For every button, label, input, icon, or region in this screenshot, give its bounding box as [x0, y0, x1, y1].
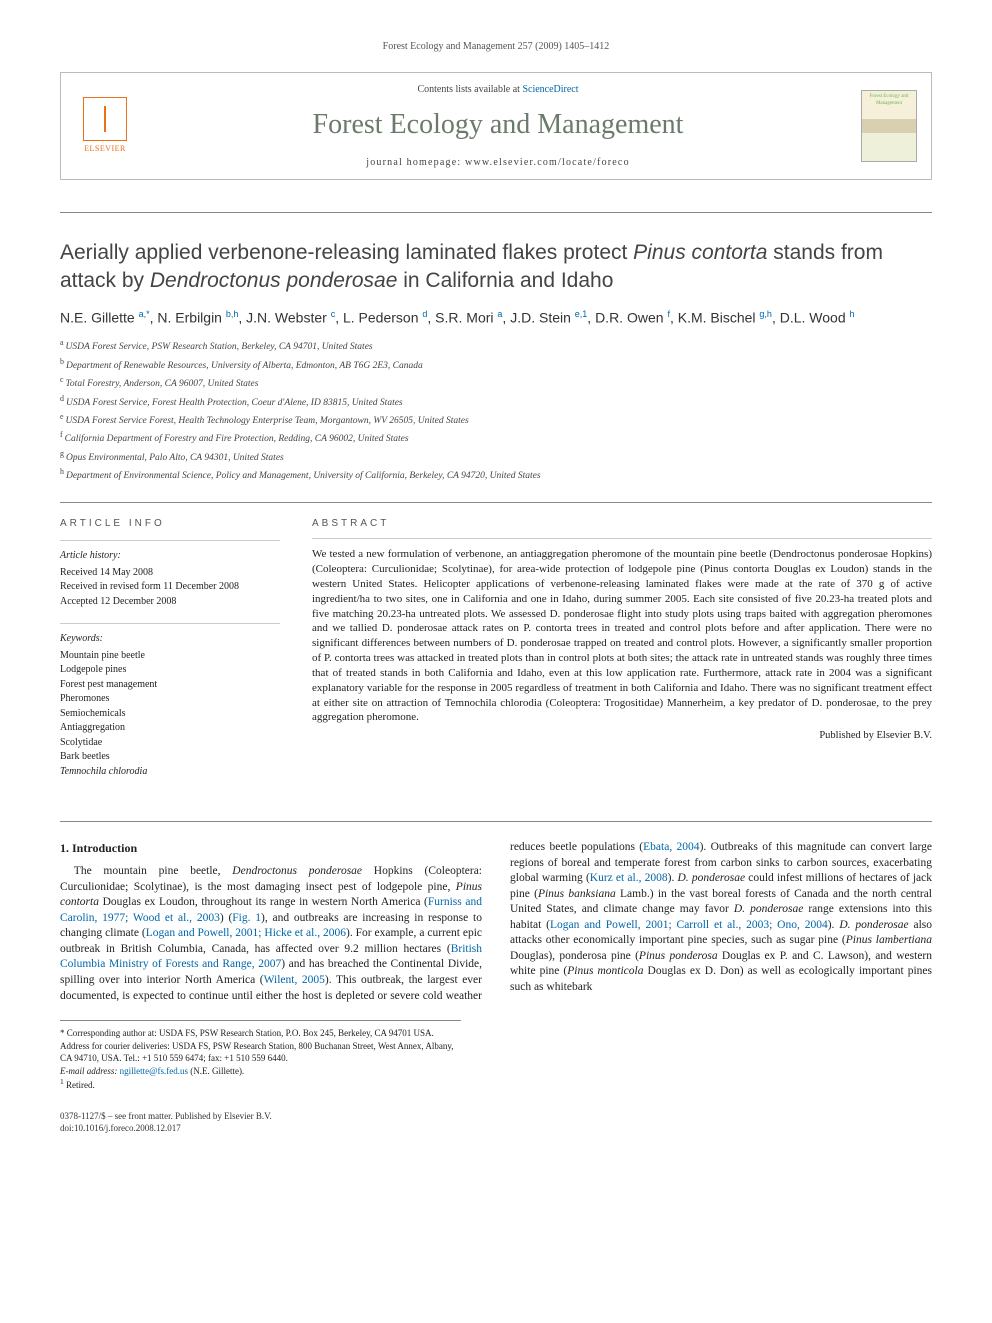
journal-homepage-line: journal homepage: www.elsevier.com/locat… [149, 156, 847, 170]
email-author: (N.E. Gillette). [188, 1066, 244, 1076]
abstract-heading: ABSTRACT [312, 517, 932, 531]
homepage-prefix: journal homepage: [366, 157, 465, 168]
article-history-title: Article history: [60, 549, 280, 564]
affiliation-line: gOpus Environmental, Palo Alto, CA 94301… [60, 448, 932, 465]
keyword-line: Lodgepole pines [60, 663, 280, 678]
title-rule-top [60, 212, 932, 213]
affiliation-line: aUSDA Forest Service, PSW Research Stati… [60, 337, 932, 354]
footnotes: * Corresponding author at: USDA FS, PSW … [60, 1020, 461, 1092]
published-by-line: Published by Elsevier B.V. [312, 729, 932, 743]
species-name: Dendroctonus ponderosae [232, 865, 362, 877]
journal-masthead: ELSEVIER Contents lists available at Sci… [60, 72, 932, 181]
elsevier-logo: ELSEVIER [75, 93, 135, 159]
species-name: D. ponderosae [839, 919, 908, 931]
species-name: Pinus monticola [567, 965, 643, 977]
species-name: D. ponderosae [677, 872, 745, 884]
issn-line: 0378-1127/$ – see front matter. Publishe… [60, 1110, 932, 1122]
homepage-url: www.elsevier.com/locate/foreco [465, 157, 630, 168]
keywords-title: Keywords: [60, 632, 280, 647]
elsevier-tree-icon [83, 97, 127, 141]
article-info: ARTICLE INFO Article history: Received 1… [60, 517, 280, 794]
intro-paragraph: The mountain pine beetle, Dendroctonus p… [60, 840, 932, 1004]
body-text: Douglas ex Loudon, throughout its range … [99, 896, 428, 908]
body-text: The mountain pine beetle, [74, 865, 233, 877]
article-history-block: Article history: Received 14 May 2008Rec… [60, 540, 280, 609]
keyword-line: Antiaggregation [60, 721, 280, 736]
body-text: ). [668, 872, 678, 884]
body-text: ) ( [220, 912, 232, 924]
keyword-line: Scolytidae [60, 736, 280, 751]
figure-link[interactable]: Fig. 1 [232, 912, 261, 924]
corr-label: * Corresponding author at: [60, 1028, 159, 1038]
corresponding-author-footnote: * Corresponding author at: USDA FS, PSW … [60, 1027, 461, 1065]
affiliation-line: eUSDA Forest Service Forest, Health Tech… [60, 411, 932, 428]
footer-meta: 0378-1127/$ – see front matter. Publishe… [60, 1110, 932, 1134]
contents-lists-prefix: Contents lists available at [417, 84, 522, 95]
keyword-line: Bark beetles [60, 750, 280, 765]
running-header: Forest Ecology and Management 257 (2009)… [60, 40, 932, 54]
retired-text: Retired. [64, 1080, 95, 1090]
species-name: Pinus lambertiana [846, 934, 932, 946]
email-footnote: E-mail address: ngillette@fs.fed.us (N.E… [60, 1065, 461, 1078]
info-abstract-row: ARTICLE INFO Article history: Received 1… [60, 502, 932, 794]
contents-lists-line: Contents lists available at ScienceDirec… [149, 83, 847, 97]
masthead-center: Contents lists available at ScienceDirec… [149, 83, 847, 170]
body-text: ). [828, 919, 840, 931]
retired-footnote: 1 Retired. [60, 1077, 461, 1092]
history-line: Accepted 12 December 2008 [60, 595, 280, 610]
keyword-line: Mountain pine beetle [60, 649, 280, 664]
title-species-2: Dendroctonus ponderosae [150, 269, 398, 292]
title-part-1: Aerially applied verbenone-releasing lam… [60, 241, 633, 264]
elsevier-logo-text: ELSEVIER [84, 144, 126, 155]
keyword-line: Forest pest management [60, 678, 280, 693]
citation-link[interactable]: Logan and Powell, 2001; Hicke et al., 20… [146, 927, 346, 939]
keyword-line: Pheromones [60, 692, 280, 707]
citation-link[interactable]: Kurz et al., 2008 [590, 872, 668, 884]
affiliation-line: fCalifornia Department of Forestry and F… [60, 429, 932, 446]
affiliation-line: hDepartment of Environmental Science, Po… [60, 466, 932, 483]
citation-link[interactable]: Wilent, 2005 [264, 974, 325, 986]
doi-line: doi:10.1016/j.foreco.2008.12.017 [60, 1122, 932, 1134]
affiliation-line: bDepartment of Renewable Resources, Univ… [60, 356, 932, 373]
article-title: Aerially applied verbenone-releasing lam… [60, 239, 932, 294]
history-line: Received 14 May 2008 [60, 566, 280, 581]
abstract-text: We tested a new formulation of verbenone… [312, 538, 932, 725]
email-label: E-mail address: [60, 1066, 120, 1076]
article-body: 1. Introduction The mountain pine beetle… [60, 821, 932, 1004]
article-info-heading: ARTICLE INFO [60, 517, 280, 531]
author-list: N.E. Gillette a,*, N. Erbilgin b,h, J.N.… [60, 308, 932, 328]
abstract: ABSTRACT We tested a new formulation of … [312, 517, 932, 794]
email-link[interactable]: ngillette@fs.fed.us [120, 1066, 188, 1076]
affiliations: aUSDA Forest Service, PSW Research Stati… [60, 337, 932, 483]
species-name: Pinus ponderosa [639, 950, 718, 962]
citation-link[interactable]: Ebata, 2004 [643, 841, 699, 853]
section-heading-intro: 1. Introduction [60, 840, 482, 856]
keywords-block: Keywords: Mountain pine beetleLodgepole … [60, 623, 280, 779]
keyword-line: Semiochemicals [60, 707, 280, 722]
affiliation-line: cTotal Forestry, Anderson, CA 96007, Uni… [60, 374, 932, 391]
species-name: Pinus banksiana [538, 888, 616, 900]
title-part-3: in California and Idaho [397, 269, 613, 292]
journal-cover-thumbnail: Forest Ecology and Management [861, 90, 917, 162]
body-text: Douglas), ponderosa pine ( [510, 950, 639, 962]
title-species-1: Pinus contorta [633, 241, 767, 264]
species-name: D. ponderosae [734, 903, 803, 915]
citation-link[interactable]: Logan and Powell, 2001; Carroll et al., … [550, 919, 828, 931]
keyword-line: Temnochila chlorodia [60, 765, 280, 780]
affiliation-line: dUSDA Forest Service, Forest Health Prot… [60, 393, 932, 410]
history-line: Received in revised form 11 December 200… [60, 580, 280, 595]
journal-title: Forest Ecology and Management [149, 106, 847, 144]
sciencedirect-link[interactable]: ScienceDirect [522, 84, 578, 95]
